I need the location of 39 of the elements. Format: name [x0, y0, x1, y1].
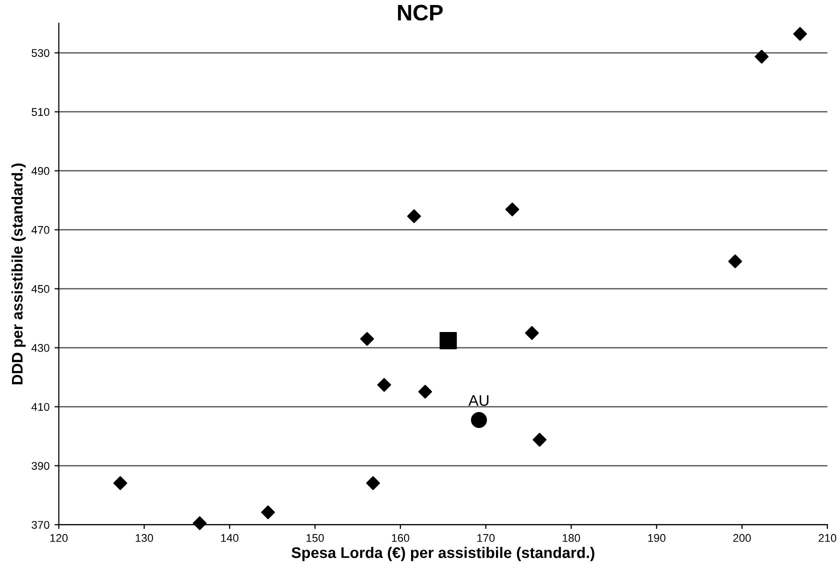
x-tick-label: 210: [818, 534, 836, 542]
x-tick-label: 120: [50, 534, 68, 542]
y-tick-label: 470: [31, 226, 50, 234]
x-tick-label: 140: [221, 534, 238, 542]
point: [366, 476, 380, 490]
y-tick-label: 430: [31, 344, 50, 352]
point: [532, 432, 547, 447]
y-tick-label: 410: [31, 402, 50, 411]
x-tick-label: 190: [648, 534, 666, 542]
point: [407, 209, 421, 224]
y-tick-label: 450: [31, 285, 50, 293]
point: [525, 326, 539, 340]
point: [418, 384, 432, 399]
point: [793, 27, 807, 41]
x-tick-label: 130: [136, 534, 154, 542]
y-axis-title: DDD per assistibile (standard.): [11, 164, 26, 384]
point: [440, 332, 457, 350]
point: [377, 378, 392, 392]
x-tick-label: 180: [562, 534, 580, 542]
x-tick-label: 170: [477, 534, 495, 542]
point: [728, 254, 742, 268]
x-tick-label: 150: [306, 534, 324, 542]
point: [360, 332, 374, 346]
y-tick-label: 490: [31, 167, 50, 175]
x-tick-label: 160: [392, 534, 410, 542]
y-tick-label: 530: [32, 49, 50, 57]
x-axis-title: Spesa Lorda (€) per assistibile (standard.): [292, 546, 594, 562]
point: [261, 505, 275, 520]
point: [470, 412, 487, 428]
y-tick-label: 510: [32, 108, 50, 116]
point: [113, 476, 128, 490]
y-tick-label: 370: [32, 520, 50, 529]
point: [192, 516, 207, 530]
annotation: AU: [468, 395, 488, 406]
x-tick-label: 200: [733, 534, 751, 542]
point: [754, 50, 769, 64]
y-tick-label: 390: [32, 462, 50, 470]
point: [505, 202, 520, 216]
text: NCP: [398, 4, 443, 21]
